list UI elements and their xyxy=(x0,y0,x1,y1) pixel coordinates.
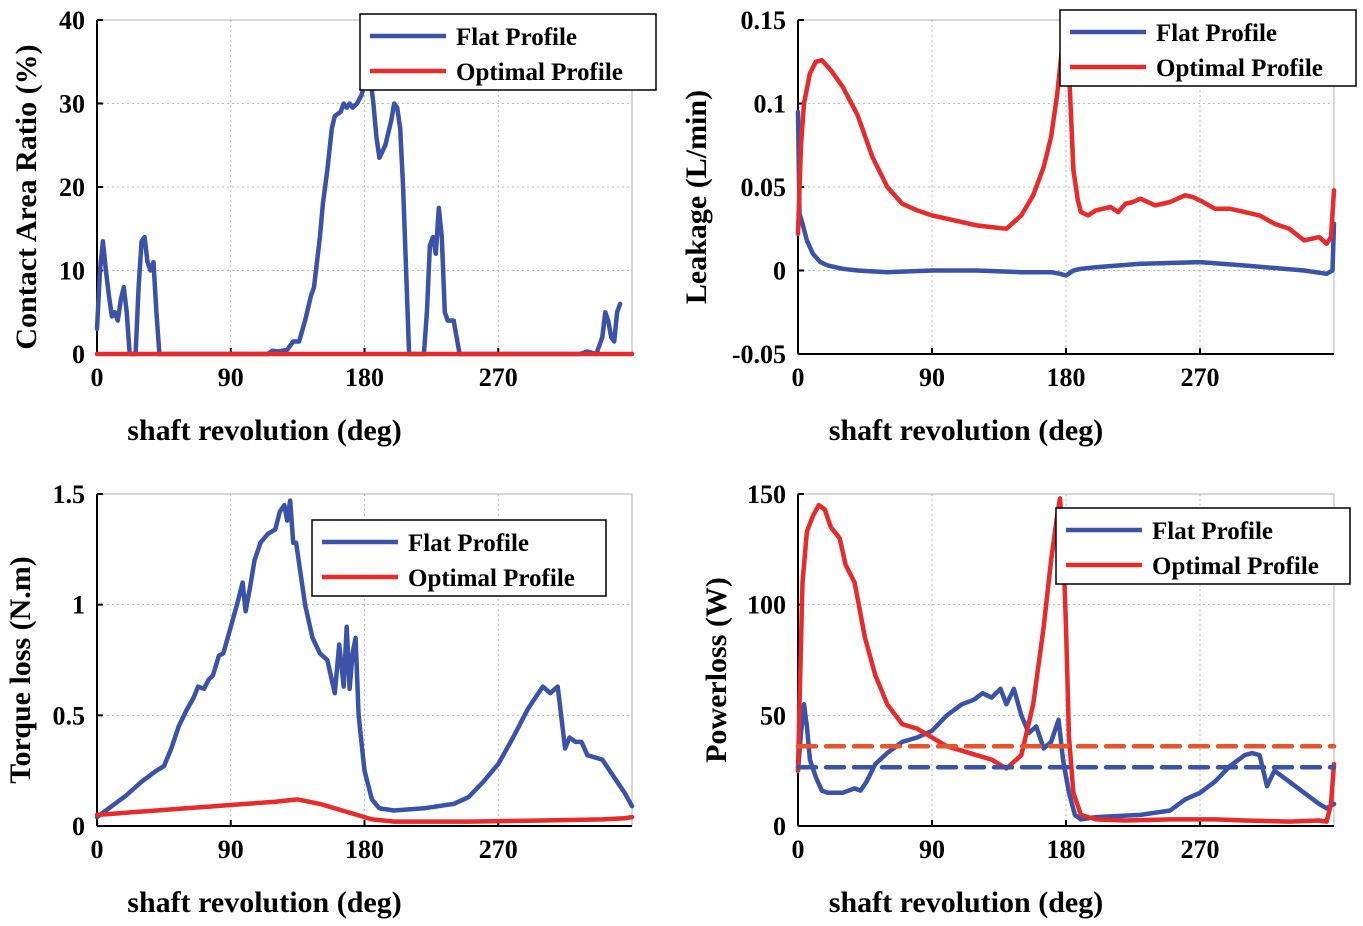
legend-box xyxy=(1059,9,1357,87)
legend-label: Flat Profile xyxy=(456,24,577,51)
legend-box xyxy=(359,13,657,91)
x-axis-label: shaft revolution (deg) xyxy=(829,886,1103,919)
y-axis-label: Leakage (L/min) xyxy=(680,90,713,304)
y-tick-label: 0.5 xyxy=(53,701,86,730)
x-tick-label: 270 xyxy=(1181,363,1220,392)
y-tick-label: 1 xyxy=(72,591,85,620)
legend-label: Optimal Profile xyxy=(456,59,623,86)
series-line-flat-profile xyxy=(795,686,1337,822)
legend: Flat Profile Optimal Profile xyxy=(1059,9,1357,87)
y-axis-label: Powerloss (W) xyxy=(700,577,733,763)
legend-label: Optimal Profile xyxy=(408,565,575,592)
x-tick-label: 180 xyxy=(1047,835,1086,864)
chart-panel-torque: 0 90 180 270 0 0.5 1 1.5 shaft revolution (deg) T… xyxy=(4,480,635,919)
x-tick-label: 0 xyxy=(91,363,104,392)
x-tick-label: 90 xyxy=(919,835,945,864)
y-axis-label: Torque loss (N.m) xyxy=(4,556,37,784)
x-tick-label: 90 xyxy=(919,363,945,392)
series-line-flat-profile xyxy=(94,498,635,820)
y-tick-label: 0.05 xyxy=(741,173,787,202)
y-tick-label: 150 xyxy=(747,480,786,509)
y-tick-label: 0 xyxy=(773,812,786,841)
y-tick-label: 20 xyxy=(59,173,85,202)
y-tick-label: 50 xyxy=(760,701,786,730)
x-axis-label: shaft revolution (deg) xyxy=(127,414,401,447)
x-tick-label: 180 xyxy=(345,363,384,392)
y-tick-label: 1.5 xyxy=(53,480,86,509)
series-line-optimal-profile xyxy=(94,797,635,824)
y-tick-label: 100 xyxy=(747,591,786,620)
x-tick-label: 0 xyxy=(792,363,805,392)
legend-label: Flat Profile xyxy=(408,530,529,557)
x-tick-label: 0 xyxy=(792,835,805,864)
x-tick-label: 0 xyxy=(91,835,104,864)
x-tick-label: 270 xyxy=(479,363,518,392)
legend-label: Flat Profile xyxy=(1152,518,1273,545)
x-tick-label: 90 xyxy=(218,363,244,392)
y-tick-label: 0.15 xyxy=(741,6,787,35)
y-tick-label: -0.05 xyxy=(732,340,786,369)
x-tick-label: 180 xyxy=(345,835,384,864)
chart-panel-contact: 0 90 180 270 0 10 20 30 40 shaft revolution (deg)… xyxy=(10,6,657,447)
x-tick-label: 180 xyxy=(1047,363,1086,392)
x-tick-label: 90 xyxy=(218,835,244,864)
legend: Flat Profile Optimal Profile xyxy=(311,519,607,597)
y-tick-label: 0 xyxy=(72,340,85,369)
x-tick-label: 270 xyxy=(479,835,518,864)
y-axis-label: Contact Area Ratio (%) xyxy=(10,44,43,349)
y-tick-label: 0 xyxy=(773,257,786,286)
legend-label: Optimal Profile xyxy=(1156,55,1323,82)
x-axis-label: shaft revolution (deg) xyxy=(829,414,1103,447)
legend-box xyxy=(311,519,607,597)
legend-label: Optimal Profile xyxy=(1152,553,1319,580)
legend: Flat Profile Optimal Profile xyxy=(359,13,657,91)
legend: Flat Profile Optimal Profile xyxy=(1055,507,1351,585)
y-tick-label: 0.1 xyxy=(754,90,787,119)
series-line-flat-profile xyxy=(94,72,623,357)
x-tick-label: 270 xyxy=(1181,835,1220,864)
y-tick-label: 40 xyxy=(59,6,85,35)
x-axis-label: shaft revolution (deg) xyxy=(127,886,401,919)
legend-box xyxy=(1055,507,1351,585)
chart-panel-powerloss: 0 90 180 270 0 50 100 150 shaft revolution (deg)… xyxy=(700,480,1351,919)
y-tick-label: 0 xyxy=(72,812,85,841)
legend-label: Flat Profile xyxy=(1156,20,1277,47)
series-line-flat-profile xyxy=(795,109,1337,278)
y-tick-label: 30 xyxy=(59,90,85,119)
y-tick-label: 10 xyxy=(59,257,85,286)
